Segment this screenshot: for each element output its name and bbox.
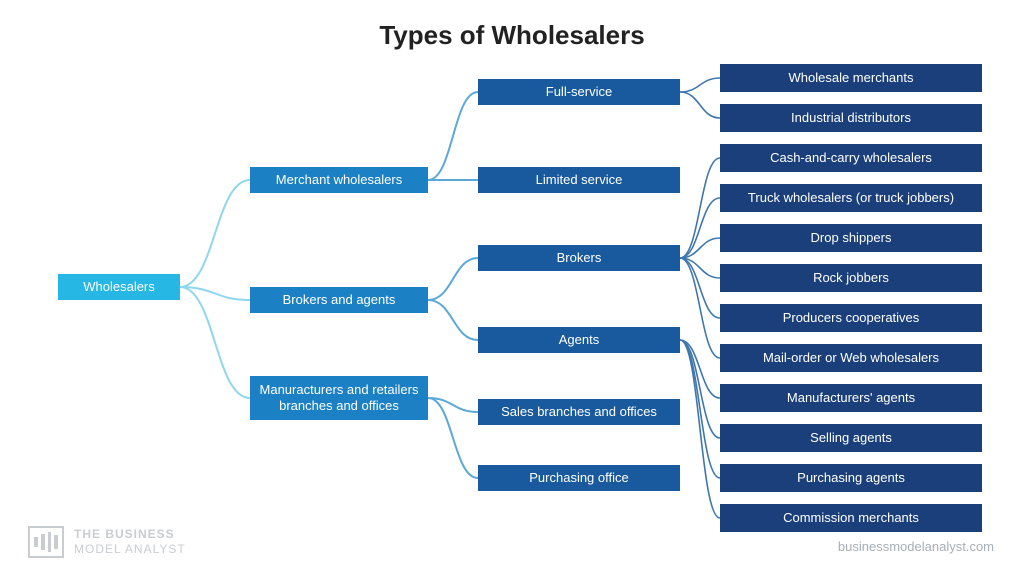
tree-node-l2b: Brokers and agents (250, 287, 428, 313)
brand-line1: THE BUSINESS (74, 527, 186, 542)
edge-l2b-l3c (428, 258, 478, 300)
edge-l3c-r5 (680, 238, 720, 258)
brand-footer: THE BUSINESS MODEL ANALYST (28, 526, 186, 558)
edge-l3c-r8 (680, 258, 720, 358)
tree-node-l3b: Limited service (478, 167, 680, 193)
tree-node-r6: Rock jobbers (720, 264, 982, 292)
tree-node-l3d: Agents (478, 327, 680, 353)
edge-l3c-r6 (680, 258, 720, 278)
edge-l3c-r3 (680, 158, 720, 258)
tree-node-r10: Selling agents (720, 424, 982, 452)
tree-node-r12: Commission merchants (720, 504, 982, 532)
edge-l2c-l3e (428, 398, 478, 412)
edge-l2b-l3d (428, 300, 478, 340)
brand-text: THE BUSINESS MODEL ANALYST (74, 527, 186, 557)
tree-node-l3e: Sales branches and offices (478, 399, 680, 425)
brand-line2: MODEL ANALYST (74, 542, 186, 557)
brand-url: businessmodelanalyst.com (838, 539, 994, 554)
tree-node-l3c: Brokers (478, 245, 680, 271)
brand-logo-icon (28, 526, 64, 558)
edge-l3d-r12 (680, 340, 720, 518)
tree-node-r3: Cash-and-carry wholesalers (720, 144, 982, 172)
tree-node-l3f: Purchasing office (478, 465, 680, 491)
edge-root-l2c (180, 287, 250, 398)
tree-node-r11: Purchasing agents (720, 464, 982, 492)
tree-node-r7: Producers cooperatives (720, 304, 982, 332)
tree-node-l3a: Full-service (478, 79, 680, 105)
edge-l3d-r9 (680, 340, 720, 398)
chart-title: Types of Wholesalers (0, 20, 1024, 51)
tree-node-l2a: Merchant wholesalers (250, 167, 428, 193)
tree-node-r5: Drop shippers (720, 224, 982, 252)
tree-node-r1: Wholesale merchants (720, 64, 982, 92)
tree-node-r8: Mail-order or Web wholesalers (720, 344, 982, 372)
tree-node-root: Wholesalers (58, 274, 180, 300)
edge-l3a-r1 (680, 78, 720, 92)
edge-l3a-r2 (680, 92, 720, 118)
edge-l3c-r7 (680, 258, 720, 318)
edge-l3c-r4 (680, 198, 720, 258)
tree-node-r9: Manufacturers' agents (720, 384, 982, 412)
edge-l3d-r11 (680, 340, 720, 478)
edge-root-l2a (180, 180, 250, 287)
tree-node-r2: Industrial distributors (720, 104, 982, 132)
edge-l3d-r10 (680, 340, 720, 438)
edge-root-l2b (180, 287, 250, 300)
tree-node-r4: Truck wholesalers (or truck jobbers) (720, 184, 982, 212)
tree-node-l2c: Manuracturers and retailers branches and… (250, 376, 428, 420)
edge-l2a-l3a (428, 92, 478, 180)
edge-l2c-l3f (428, 398, 478, 478)
